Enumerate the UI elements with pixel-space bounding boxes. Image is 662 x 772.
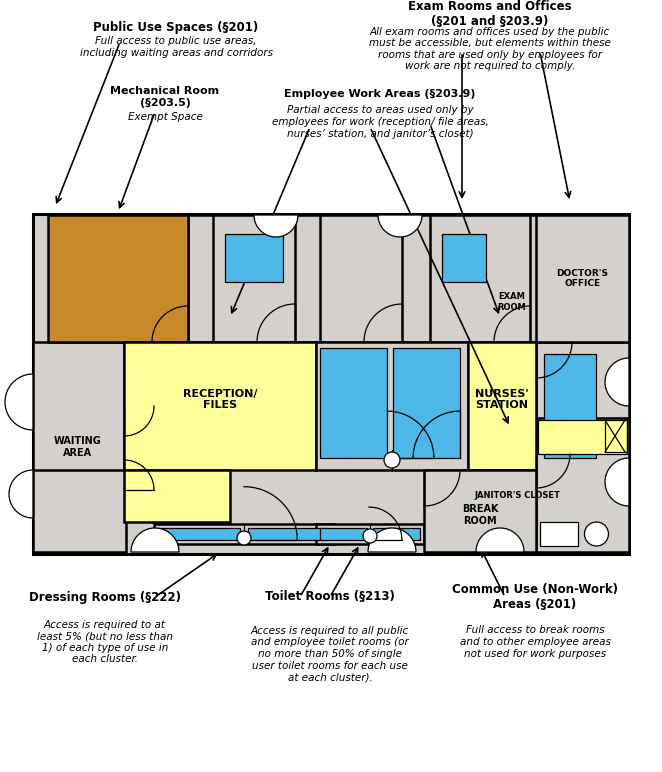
Text: DOCTOR'S
OFFICE: DOCTOR'S OFFICE	[557, 269, 608, 288]
Text: Employee Work Areas (§203.9): Employee Work Areas (§203.9)	[284, 89, 476, 99]
Text: Exam Rooms and Offices
(§201 and §203.9): Exam Rooms and Offices (§201 and §203.9)	[408, 0, 572, 28]
Circle shape	[237, 531, 251, 545]
Bar	[158, 528, 240, 540]
Circle shape	[363, 529, 377, 543]
Polygon shape	[605, 458, 629, 506]
Bar	[544, 354, 596, 458]
Bar	[320, 528, 367, 540]
Bar	[124, 470, 230, 522]
Bar	[213, 215, 295, 342]
Bar	[373, 528, 420, 540]
Text: BREAK
ROOM: BREAK ROOM	[462, 504, 498, 526]
Text: Partial access to areas used only by
employees for work (reception/ file areas,
: Partial access to areas used only by emp…	[271, 106, 489, 139]
Bar	[424, 470, 536, 552]
Text: RECEPTION/
FILES: RECEPTION/ FILES	[183, 389, 258, 411]
Text: NURSES'
STATION: NURSES' STATION	[475, 389, 529, 411]
Text: WAITING
AREA: WAITING AREA	[54, 436, 102, 458]
Bar	[316, 342, 468, 470]
Bar	[536, 418, 629, 552]
Bar	[33, 470, 126, 552]
Bar	[154, 524, 334, 544]
Bar	[316, 524, 424, 544]
Text: Common Use (Non-Work)
Areas (§201): Common Use (Non-Work) Areas (§201)	[452, 583, 618, 611]
Polygon shape	[9, 470, 33, 518]
Bar	[320, 348, 387, 458]
Text: Mechanical Room
(§203.5): Mechanical Room (§203.5)	[111, 86, 220, 108]
Bar	[188, 215, 629, 342]
Text: JANITOR'S CLOSET: JANITOR'S CLOSET	[474, 492, 560, 500]
Bar	[442, 234, 486, 282]
Text: Full access to public use areas,
including waiting areas and corridors: Full access to public use areas, includi…	[79, 36, 273, 58]
Circle shape	[585, 522, 608, 546]
Text: EXAM
ROOM: EXAM ROOM	[498, 293, 526, 312]
Bar	[430, 215, 530, 342]
Bar	[248, 528, 326, 540]
Text: All exam rooms and offices used by the public
must be accessible, but elements w: All exam rooms and offices used by the p…	[369, 26, 611, 71]
Bar	[538, 420, 627, 454]
Bar	[393, 348, 460, 458]
Polygon shape	[254, 215, 298, 237]
Bar	[33, 342, 124, 552]
Bar	[605, 418, 627, 452]
Polygon shape	[476, 528, 524, 552]
Polygon shape	[368, 528, 416, 552]
Text: Dressing Rooms (§222): Dressing Rooms (§222)	[29, 591, 181, 604]
Text: Public Use Spaces (§201): Public Use Spaces (§201)	[93, 21, 259, 33]
Polygon shape	[605, 358, 629, 406]
Bar	[468, 342, 536, 470]
Bar	[468, 470, 536, 522]
Bar	[124, 342, 316, 470]
Text: Toilet Rooms (§213): Toilet Rooms (§213)	[265, 591, 395, 604]
Text: Access is required to at
least 5% (but no less than
1) of each type of use in
ea: Access is required to at least 5% (but n…	[37, 620, 173, 665]
Bar	[48, 215, 188, 342]
Bar	[536, 215, 629, 342]
Bar	[320, 215, 402, 342]
Polygon shape	[5, 374, 33, 430]
Text: Access is required to all public
and employee toilet rooms (or
no more than 50% : Access is required to all public and emp…	[251, 626, 409, 682]
Bar	[540, 522, 578, 546]
Circle shape	[384, 452, 400, 468]
Text: Full access to break rooms
and to other employee areas
not used for work purpose: Full access to break rooms and to other …	[459, 625, 610, 659]
Bar	[536, 342, 629, 470]
Polygon shape	[378, 215, 422, 237]
Bar	[225, 234, 283, 282]
Bar	[33, 214, 629, 554]
Polygon shape	[131, 528, 179, 552]
Text: Exempt Space: Exempt Space	[128, 112, 203, 122]
